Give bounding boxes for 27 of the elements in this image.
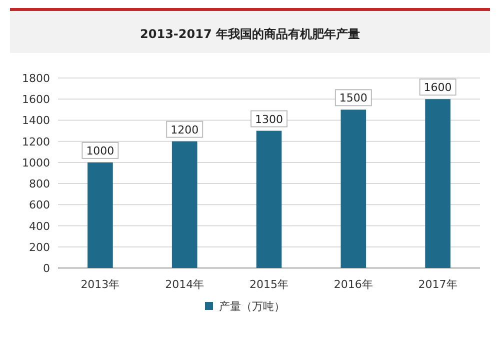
y-tick-label: 1200 [22, 135, 50, 148]
bar [172, 141, 198, 268]
x-tick-label: 2014年 [165, 278, 204, 291]
legend-label: 产量（万吨） [219, 300, 285, 313]
data-label: 1600 [424, 81, 452, 94]
x-tick-label: 2017年 [418, 278, 458, 291]
y-tick-label: 0 [43, 262, 50, 275]
data-label: 1300 [255, 112, 283, 126]
data-label: 1000 [86, 144, 114, 158]
x-tick-label: 2015年 [250, 278, 288, 291]
y-tick-label: 800 [29, 178, 50, 191]
y-tick-label: 400 [29, 220, 50, 233]
y-tick-label: 200 [29, 240, 50, 254]
bar [256, 130, 282, 268]
bar [340, 110, 366, 268]
bar [425, 99, 450, 268]
data-label: 1500 [339, 92, 368, 105]
data-label: 1200 [170, 123, 199, 136]
y-tick-label: 1600 [22, 93, 50, 106]
bar [88, 162, 113, 268]
x-tick-label: 2016年 [334, 278, 373, 291]
chart-title: 2013-2017 年我国的商品有机肥年产量 [140, 27, 360, 41]
x-tick-label: 2013年 [80, 278, 120, 291]
y-tick-label: 1400 [22, 114, 50, 128]
y-tick-label: 1800 [22, 72, 50, 85]
y-tick-label: 600 [29, 198, 50, 212]
y-tick-label: 1000 [22, 156, 50, 170]
